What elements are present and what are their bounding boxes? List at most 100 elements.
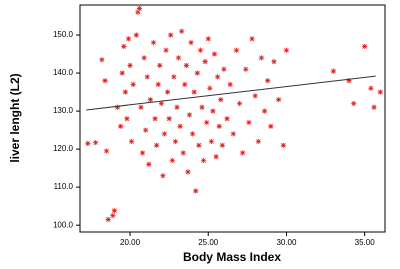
scatter-point	[141, 55, 147, 61]
scatter-point	[124, 116, 130, 122]
scatter-point	[118, 123, 124, 129]
scatter-point	[144, 74, 150, 80]
scatter-point	[157, 62, 163, 69]
scatter-point	[196, 142, 202, 148]
scatter-point	[163, 47, 169, 53]
scatter-point	[224, 116, 230, 122]
scatter-point	[121, 43, 127, 50]
scatter-point	[129, 138, 135, 145]
scatter-point	[122, 89, 128, 95]
scatter-point	[276, 97, 282, 103]
scatter-point	[221, 66, 227, 72]
scatter-point	[154, 142, 160, 148]
y-tick-label: 130.0	[53, 106, 74, 115]
scatter-point	[236, 100, 243, 107]
scatter-point	[169, 157, 175, 164]
scatter-point	[155, 81, 161, 88]
scatter-point	[377, 89, 383, 95]
scatter-point	[110, 213, 116, 219]
scatter-point	[211, 51, 218, 57]
scatter-point	[246, 119, 252, 126]
y-tick-label: 140.0	[53, 68, 74, 77]
scatter-point	[362, 43, 368, 50]
scatter-point	[258, 55, 265, 61]
scatter-point	[139, 150, 146, 156]
scatter-point	[243, 66, 249, 72]
y-tick-label: 150.0	[53, 30, 74, 39]
scatter-point	[161, 131, 168, 137]
scatter-point	[127, 62, 133, 69]
scatter-point	[152, 116, 158, 122]
scatter-point	[158, 100, 164, 107]
scatter-point	[171, 74, 177, 80]
scatter-point	[180, 150, 186, 156]
y-tick-label: 120.0	[53, 144, 74, 153]
scatter-point	[136, 5, 143, 12]
scatter-point	[103, 148, 110, 154]
scatter-point	[280, 142, 286, 148]
scatter-point	[174, 104, 180, 110]
scatter-point	[93, 140, 99, 146]
scatter-point	[351, 100, 357, 107]
scatter-point	[150, 40, 157, 46]
scatter-point	[133, 32, 139, 38]
scatter-point	[240, 150, 246, 156]
scatter-point	[175, 55, 182, 61]
scatter-point	[191, 89, 197, 95]
scatter-point	[125, 36, 132, 42]
scatter-point	[230, 131, 236, 137]
fit-line	[86, 75, 376, 111]
scatter-point	[197, 47, 204, 53]
scatter-point	[193, 188, 199, 194]
x-tick-label: 35.00	[355, 238, 376, 247]
scatter-point	[207, 85, 213, 91]
scatter-point	[182, 81, 188, 88]
scatter-point	[166, 116, 172, 122]
scatter-point	[190, 131, 196, 137]
scatter-point	[283, 47, 290, 53]
scatter-point	[255, 138, 261, 145]
scatter-point	[268, 123, 274, 129]
x-axis-title: Body Mass Index	[183, 250, 281, 264]
scatter-point	[200, 157, 207, 164]
scatter-point	[105, 216, 111, 223]
scatter-point	[249, 36, 255, 42]
scatter-point	[99, 57, 105, 63]
y-tick-label: 110.0	[54, 182, 74, 191]
scatter-point	[205, 36, 211, 42]
scatter-point	[135, 9, 141, 15]
scatter-point	[186, 112, 193, 118]
scatter-point	[102, 78, 108, 84]
plot-frame	[79, 4, 386, 233]
scatter-point	[252, 93, 258, 99]
scatter-point	[146, 161, 152, 167]
scatter-point	[202, 59, 208, 65]
scatter-point	[185, 169, 191, 175]
scatter-point	[172, 138, 179, 145]
x-tick-label: 25.00	[198, 238, 219, 247]
scatter-point	[179, 28, 185, 34]
scatter-point	[368, 85, 374, 91]
scatter-point	[114, 104, 121, 110]
scatter-point	[204, 119, 210, 126]
scatter-point	[119, 70, 125, 76]
scatter-point	[111, 208, 118, 214]
scatter-point	[160, 173, 166, 179]
scatter-point	[215, 74, 221, 80]
scatter-point	[143, 127, 149, 133]
scatter-point	[261, 108, 268, 114]
x-tick-label: 30.00	[276, 238, 297, 247]
scatter-point	[147, 97, 153, 103]
x-tick-label: 20.00	[120, 238, 141, 247]
scatter-point	[138, 104, 144, 110]
scatter-point	[330, 68, 336, 74]
scatter-point	[130, 81, 136, 88]
scatter-point	[371, 104, 377, 110]
y-tick-label: 100.0	[53, 220, 74, 229]
scatter-point	[199, 104, 205, 110]
scatter-point	[177, 123, 183, 129]
scatter-point	[208, 138, 214, 145]
scatter-point	[219, 142, 225, 148]
